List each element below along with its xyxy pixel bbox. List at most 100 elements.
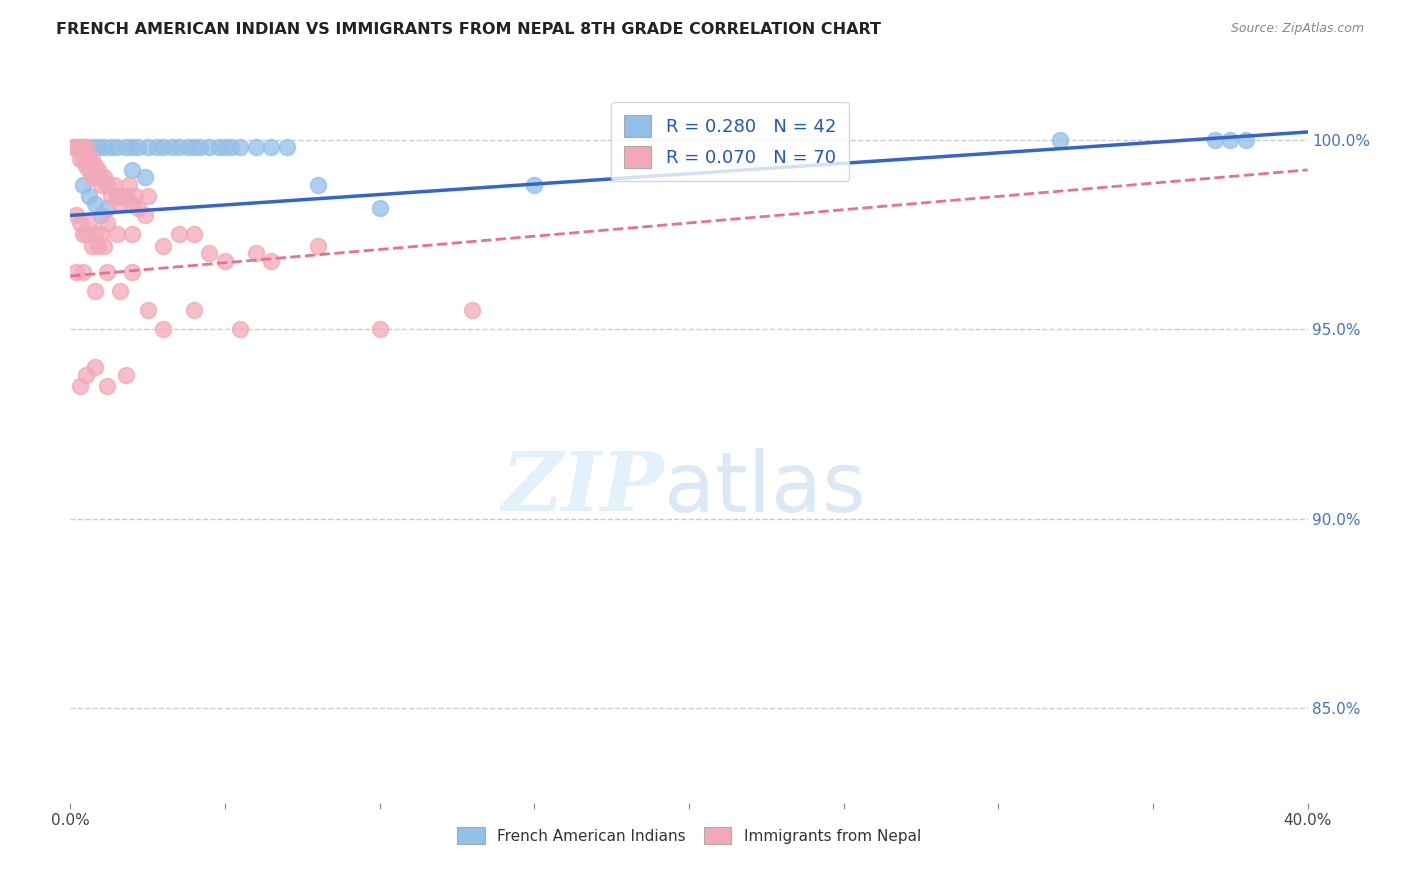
Point xyxy=(183,227,205,242)
Point xyxy=(69,152,91,166)
Point xyxy=(93,170,115,185)
Point xyxy=(115,368,138,382)
Point xyxy=(105,140,128,154)
Point xyxy=(75,227,97,242)
Point xyxy=(96,379,118,393)
Point xyxy=(121,227,143,242)
Text: ZIP: ZIP xyxy=(502,449,664,528)
Point xyxy=(127,140,149,154)
Point xyxy=(1049,132,1071,146)
Point xyxy=(80,140,103,154)
Point xyxy=(72,265,94,279)
Point xyxy=(115,140,138,154)
Point xyxy=(152,322,174,336)
Point xyxy=(87,140,110,154)
Point xyxy=(96,265,118,279)
Point xyxy=(77,162,100,177)
Point xyxy=(152,238,174,252)
Point xyxy=(93,140,115,154)
Point xyxy=(75,140,97,154)
Point xyxy=(65,140,87,154)
Point xyxy=(84,197,107,211)
Point xyxy=(162,140,184,154)
Point xyxy=(136,189,159,203)
Point xyxy=(84,159,107,173)
Point xyxy=(105,189,128,203)
Point xyxy=(121,162,143,177)
Point xyxy=(80,238,103,252)
Point xyxy=(96,216,118,230)
Point xyxy=(214,253,236,268)
Point xyxy=(307,178,329,192)
Point xyxy=(103,178,125,192)
Point xyxy=(245,140,267,154)
Point xyxy=(260,140,283,154)
Point xyxy=(121,265,143,279)
Point xyxy=(90,227,112,242)
Point xyxy=(72,178,94,192)
Point xyxy=(198,246,221,260)
Point xyxy=(368,201,391,215)
Point xyxy=(188,140,211,154)
Point xyxy=(90,170,112,185)
Point xyxy=(80,170,103,185)
Point xyxy=(87,162,110,177)
Legend: French American Indians, Immigrants from Nepal: French American Indians, Immigrants from… xyxy=(451,822,927,850)
Point xyxy=(84,359,107,374)
Point xyxy=(121,197,143,211)
Point xyxy=(100,140,122,154)
Point xyxy=(115,189,138,203)
Point xyxy=(219,140,242,154)
Point xyxy=(108,284,131,298)
Text: atlas: atlas xyxy=(664,448,866,529)
Point xyxy=(134,208,156,222)
Point xyxy=(105,227,128,242)
Point xyxy=(260,253,283,268)
Point xyxy=(177,140,200,154)
Point xyxy=(62,140,84,154)
Point xyxy=(77,189,100,203)
Point xyxy=(108,189,131,203)
Point xyxy=(118,178,141,192)
Point xyxy=(77,216,100,230)
Text: Source: ZipAtlas.com: Source: ZipAtlas.com xyxy=(1230,22,1364,36)
Point xyxy=(69,379,91,393)
Point xyxy=(72,152,94,166)
Point xyxy=(1234,132,1257,146)
Point xyxy=(100,189,122,203)
Point xyxy=(1219,132,1241,146)
Point xyxy=(167,227,190,242)
Point xyxy=(276,140,298,154)
Point xyxy=(84,227,107,242)
Point xyxy=(198,140,221,154)
Point xyxy=(461,303,484,318)
Point xyxy=(1204,132,1226,146)
Point xyxy=(183,303,205,318)
Point xyxy=(368,322,391,336)
Point xyxy=(80,152,103,166)
Point xyxy=(245,246,267,260)
Point xyxy=(77,152,100,166)
Point xyxy=(69,216,91,230)
Point xyxy=(72,140,94,154)
Point xyxy=(65,265,87,279)
Point xyxy=(90,208,112,222)
Text: FRENCH AMERICAN INDIAN VS IMMIGRANTS FROM NEPAL 8TH GRADE CORRELATION CHART: FRENCH AMERICAN INDIAN VS IMMIGRANTS FRO… xyxy=(56,22,882,37)
Point xyxy=(75,159,97,173)
Point xyxy=(167,140,190,154)
Point xyxy=(93,238,115,252)
Point xyxy=(121,140,143,154)
Point xyxy=(90,178,112,192)
Point xyxy=(146,140,169,154)
Point xyxy=(208,140,231,154)
Point xyxy=(87,238,110,252)
Point xyxy=(96,178,118,192)
Point xyxy=(229,140,252,154)
Point xyxy=(152,140,174,154)
Point xyxy=(229,322,252,336)
Point xyxy=(69,140,91,154)
Point xyxy=(96,201,118,215)
Point xyxy=(124,189,146,203)
Point xyxy=(69,140,91,154)
Point xyxy=(84,284,107,298)
